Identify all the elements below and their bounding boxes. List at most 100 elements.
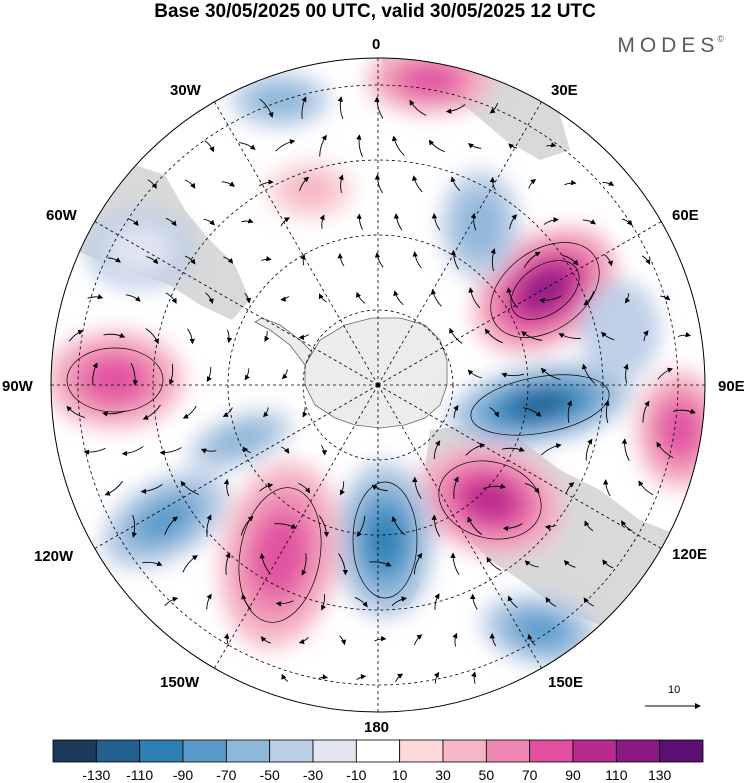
wind-vector-arrow [223,478,230,497]
colorbar-tick-label: -130 [82,767,111,783]
anomaly-contour-fill [207,421,273,459]
wind-vector-arrow [281,673,289,682]
wind-vector-arrow [583,290,595,306]
colorbar-tick-label: -70 [216,767,237,783]
contour-line [352,481,418,599]
wind-vector-arrow [223,633,230,647]
wind-vector-arrow [660,294,671,301]
wind-vector-arrow [300,253,306,266]
wind-vector-arrow [604,400,610,424]
wind-vector-arrow [184,255,196,265]
wind-vector-arrow [524,482,540,494]
wind-vector-arrow [602,180,615,186]
meridian-line [94,221,379,386]
wind-vector-arrow [412,251,422,269]
colorbar-swatch [355,739,401,763]
wind-vector-arrow [413,552,423,575]
contour-layer [66,242,610,623]
wind-vector-arrow [164,596,179,607]
wind-vector-arrow [601,331,615,341]
wind-vector-arrow [164,516,179,536]
wind-vector-arrow [318,674,328,680]
colorbar-swatch [95,739,141,763]
colorbar-tick-label: -10 [346,767,367,783]
wind-vector-arrow [206,514,212,537]
wind-vector-arrow [450,176,461,192]
wind-vector-arrow [354,596,368,608]
anomaly-contour-fill [524,271,566,309]
wind-vector-arrow [142,404,161,420]
wind-vector-arrow [501,446,525,452]
wind-vector-arrow [486,556,502,571]
wind-vector-arrow [206,366,212,382]
wind-vector-arrow [445,104,466,114]
colorbar-swatch [442,739,487,763]
wind-vector-arrow [280,217,290,227]
lon-label-60e: 60E [672,207,699,224]
lon-label-120e: 120E [672,546,708,563]
wind-vector-arrow [280,446,290,454]
wind-vector-arrow [545,596,557,607]
wind-vector-arrow [642,255,651,265]
wind-vector-arrow [602,559,614,569]
wind-vector-arrow [484,328,503,344]
anomaly-contour-fill [83,357,147,403]
wind-vector-arrow [125,294,141,302]
wind-vector-arrow [298,636,309,645]
wind-vector-arrow [391,516,406,536]
wind-vector-arrow [263,407,269,418]
wind-vector-arrow [240,516,254,536]
wind-vector-arrow [584,520,594,532]
meridian-line [214,101,379,386]
wind-vector-arrow [583,597,595,607]
wind-vector-arrow [374,96,384,119]
lon-label-30w: 30W [170,82,201,99]
meridian-line [377,384,662,549]
wind-vector-arrow [621,438,630,461]
wind-vector-arrow [244,293,252,304]
contour-line [438,460,542,540]
wind-vector-arrow [165,217,177,227]
wind-vector-arrow [339,635,347,646]
wind-vector-arrow [528,179,537,189]
colorbar-tick-label: -50 [259,767,280,783]
wind-vector-arrow [563,559,576,568]
anomaly-contour-fill [106,225,174,275]
wind-vector-arrow [564,179,577,186]
wind-vector-arrow [374,174,383,194]
wind-vector-arrow [356,673,367,681]
wind-vector-arrow [204,140,215,153]
colorbar-swatch [572,739,617,763]
wind-vector-arrow [258,179,274,187]
wind-vectors [66,96,696,684]
wind-vector-arrow [371,484,388,492]
colorbar-swatch [485,739,531,763]
wind-vector-arrow [102,410,126,417]
wind-vector-arrow [356,213,363,230]
lon-label-90w: 90W [2,378,33,395]
wind-vector-arrow [566,400,572,424]
wind-vector-arrow [393,290,404,306]
colorbar-swatch [659,739,704,763]
wind-vector-arrow [465,443,486,456]
wind-vector-arrow [222,407,233,417]
wind-vector-arrow [585,438,593,461]
wind-vector-arrow [298,482,311,494]
wind-vector-arrow [562,254,579,266]
wind-vector-arrow [558,333,581,339]
wind-vector-arrow [87,294,104,300]
wind-vector-arrow [259,98,274,118]
wind-vector-arrow [374,635,387,642]
wind-vector-arrow [434,593,440,610]
lon-label-0: 0 [372,36,381,53]
polar-map [50,57,706,713]
colorbar-swatch [399,739,444,763]
wind-vector-arrow [471,671,477,684]
wind-vector-arrow [159,447,182,456]
wind-vector-arrow [393,213,403,231]
wind-vector-arrow [546,142,557,148]
wind-vector-arrow [374,252,384,268]
meridian-line [377,221,662,386]
wind-vector-arrow [431,514,441,537]
wind-vector-arrow [83,447,106,455]
